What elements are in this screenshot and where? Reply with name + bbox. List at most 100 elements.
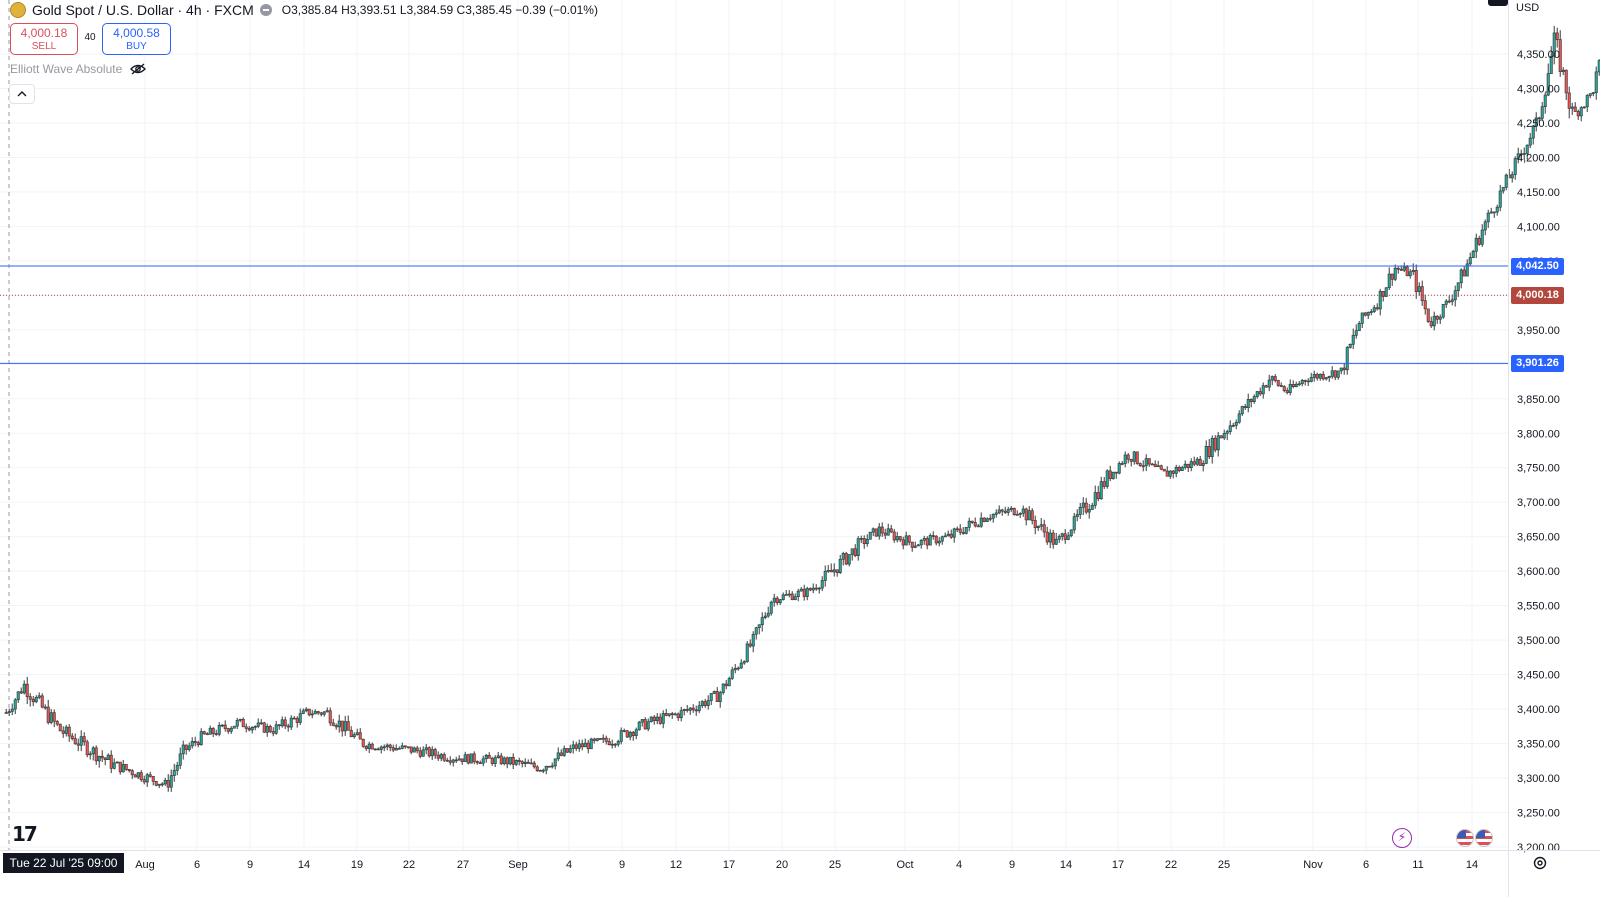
candle-down: [76, 743, 80, 746]
tradingview-logo[interactable]: 17: [12, 822, 38, 846]
x-tick-label: 11: [1412, 859, 1423, 871]
candle-down: [475, 761, 479, 764]
sell-button[interactable]: 4,000.18 SELL: [10, 23, 78, 55]
candle-up: [1411, 270, 1415, 273]
symbol-title[interactable]: Gold Spot / U.S. Dollar · 4h · FXCM: [32, 1, 254, 18]
candle-up: [805, 588, 809, 597]
candle-up: [553, 758, 557, 767]
candle-up: [1348, 343, 1352, 348]
candle-down: [1381, 291, 1385, 297]
candle-up: [886, 528, 890, 536]
candle-up: [145, 774, 149, 783]
candle-down: [409, 746, 413, 753]
x-tick-label: 19: [351, 859, 363, 871]
us-flag-event-icon[interactable]: [1456, 829, 1474, 847]
candle-up: [589, 738, 593, 750]
candle-up: [112, 762, 116, 769]
indicator-legend[interactable]: Elliott Wave Absolute: [10, 62, 147, 76]
lightning-icon[interactable]: ⚡: [1392, 828, 1412, 848]
candle-up: [727, 678, 731, 687]
drawings[interactable]: [0, 265, 1600, 378]
candle-down: [892, 531, 896, 541]
candle-down: [268, 726, 272, 732]
candle-down: [1303, 380, 1307, 382]
candle-up: [1456, 282, 1460, 291]
indicator-name[interactable]: Elliott Wave Absolute: [10, 62, 123, 76]
candle-up: [160, 783, 164, 786]
candle-up: [1189, 461, 1193, 468]
candle-up: [1417, 286, 1421, 292]
candle-up: [1018, 512, 1022, 515]
candle-up: [229, 727, 233, 732]
candle-down: [58, 723, 62, 732]
candle-down: [724, 683, 728, 687]
candle-down: [1285, 390, 1289, 393]
candle-up: [991, 514, 995, 519]
candle-up: [64, 726, 68, 734]
candle-up: [1309, 377, 1313, 382]
candle-up: [424, 747, 428, 751]
candle-up: [640, 719, 644, 723]
candle-up: [1504, 174, 1508, 188]
candle-down: [286, 725, 290, 728]
market-status-icon[interactable]: [259, 3, 272, 16]
gear-icon[interactable]: [1532, 855, 1548, 871]
candle-down: [643, 719, 647, 730]
candle-down: [1147, 458, 1151, 465]
candle-down: [517, 760, 521, 762]
candle-up: [616, 741, 620, 745]
candle-up: [1483, 221, 1487, 231]
candle-down: [1192, 461, 1196, 465]
candle-up: [469, 753, 473, 764]
candle-down: [1279, 385, 1283, 387]
screenshot-button[interactable]: [1488, 0, 1508, 6]
us-flag-event-icon[interactable]: [1475, 829, 1493, 847]
candle-up: [1561, 69, 1565, 72]
x-tick-label: 14: [1466, 859, 1478, 871]
currency-label[interactable]: USD: [1516, 2, 1540, 14]
eye-hidden-icon[interactable]: [130, 63, 147, 75]
candle-up: [253, 726, 257, 728]
candle-up: [1522, 153, 1526, 155]
candle-up: [1261, 385, 1265, 395]
candle-down: [1162, 468, 1166, 472]
candle-down: [1375, 307, 1379, 310]
candle-up: [502, 757, 506, 765]
candle-up: [352, 734, 356, 738]
candle-up: [1540, 106, 1544, 119]
candle-up: [718, 692, 722, 702]
candle-down: [31, 698, 35, 703]
y-tick-label: 3,700.00: [1517, 497, 1560, 509]
x-tick-label: 6: [1363, 859, 1369, 871]
candle-down: [130, 770, 134, 776]
candle-up: [1393, 267, 1397, 280]
candle-down: [1420, 286, 1424, 301]
candle-up: [928, 535, 932, 546]
candle-down: [1024, 508, 1028, 521]
candle-down: [982, 517, 986, 522]
candle-down: [880, 526, 884, 534]
candle-up: [523, 761, 527, 764]
candle-up: [412, 747, 416, 753]
candle-down: [829, 570, 833, 573]
candle-up: [1531, 125, 1535, 139]
candle-up: [1534, 117, 1538, 127]
candle-down: [622, 730, 626, 732]
candle-up: [1090, 505, 1094, 510]
candle-down: [1096, 492, 1100, 500]
candle-up: [757, 624, 761, 629]
candle-down: [691, 707, 695, 711]
y-tick-label: 3,200.00: [1517, 842, 1560, 854]
collapse-legend-button[interactable]: [9, 84, 35, 104]
grid: [0, 0, 1508, 850]
candle-up: [709, 693, 713, 701]
candle-up: [1474, 237, 1478, 252]
candle-down: [844, 553, 848, 565]
candle-down: [1519, 153, 1523, 156]
buy-button[interactable]: 4,000.58 BUY: [102, 23, 171, 55]
candle-down: [1477, 237, 1481, 245]
y-tick-label: 4,350.00: [1517, 49, 1560, 61]
candle-up: [742, 661, 746, 664]
